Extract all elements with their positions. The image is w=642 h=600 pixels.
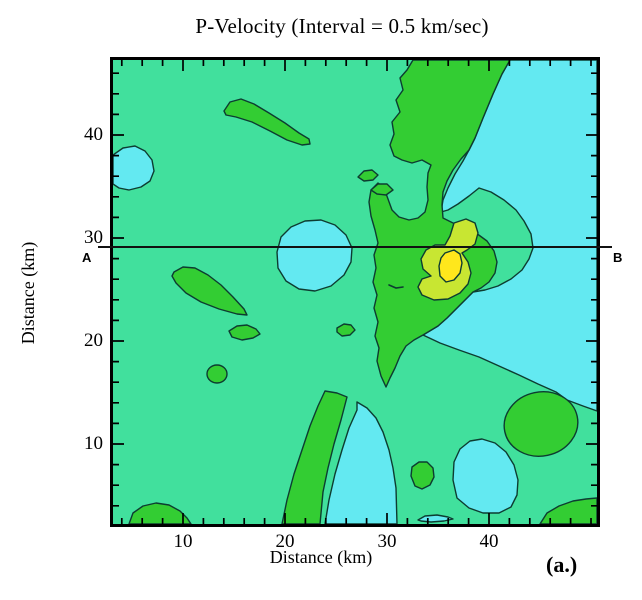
contour-region-west-green-crescent xyxy=(171,266,248,316)
contour-region-small-green-sliver xyxy=(228,324,261,341)
profile-line-ab xyxy=(98,246,612,248)
contour-region-nw-green-sliver xyxy=(223,98,311,146)
chart-title: P-Velocity (Interval = 0.5 km/sec) xyxy=(195,14,489,38)
contour-squiggle xyxy=(388,284,404,289)
contour-region-small-green-hook xyxy=(336,323,356,337)
contour-region-se-green-oval xyxy=(503,391,579,457)
y-tick-label-10: 10 xyxy=(84,433,103,454)
x-tick-label-40: 40 xyxy=(479,531,499,552)
contour-map-svg xyxy=(113,60,597,524)
contour-region-bottom-cyan-sliver xyxy=(417,514,454,523)
x-axis-title: Distance (km) xyxy=(269,547,373,567)
contour-region-small-south-green-blob xyxy=(410,461,435,490)
axis-tick-marks xyxy=(113,60,597,524)
contour-region-central-anomaly-green xyxy=(368,60,511,388)
contour-region-east-cyan xyxy=(422,60,597,412)
contour-region-neck-sliver-1 xyxy=(357,169,379,182)
contour-region-south-cyan-band xyxy=(324,401,398,524)
y-axis-title: Distance (km) xyxy=(18,241,38,345)
x-tick-label-20: 20 xyxy=(275,531,295,552)
x-tick-label-10: 10 xyxy=(173,531,193,552)
y-tick-label-40: 40 xyxy=(84,124,103,145)
y-tick-label-30: 30 xyxy=(84,227,103,248)
contour-region-small-green-dot xyxy=(206,364,228,384)
contour-region-center-cyan-pocket xyxy=(276,219,353,292)
figure-panel-label: (a.) xyxy=(546,552,578,577)
contour-region-south-green-band xyxy=(281,390,348,524)
profile-label-b: B xyxy=(613,250,623,265)
contour-region-west-cyan-pocket xyxy=(113,145,155,191)
profile-label-a: A xyxy=(82,250,92,265)
contour-region-sw-green-mound xyxy=(128,502,192,524)
contour-region-se-corner-green xyxy=(539,497,597,524)
contour-region-yellow-core xyxy=(438,249,463,283)
plot-frame xyxy=(110,57,600,527)
y-tick-label-20: 20 xyxy=(84,330,103,351)
x-tick-label-30: 30 xyxy=(377,531,397,552)
contour-region-se-cyan-pocket xyxy=(452,438,519,514)
contour-region-neck-sliver-2 xyxy=(370,183,394,196)
